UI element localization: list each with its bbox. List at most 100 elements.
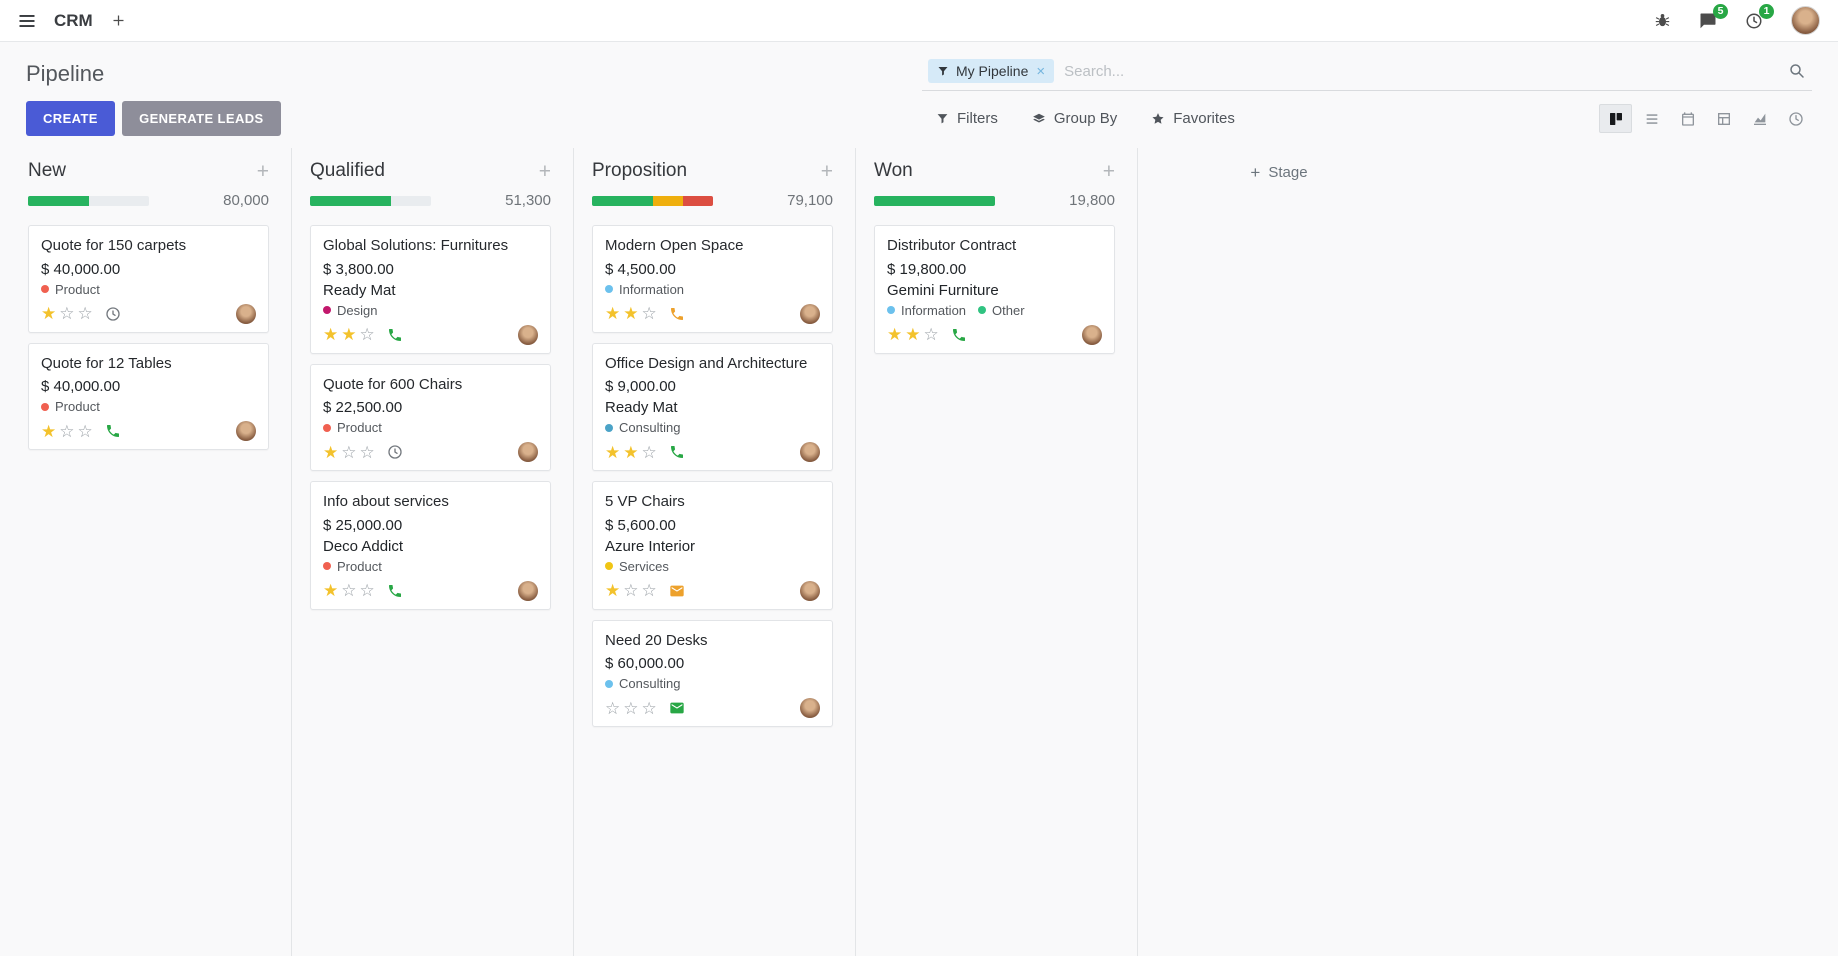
salesperson-avatar[interactable] (800, 303, 820, 324)
list-view-button[interactable] (1635, 104, 1668, 133)
priority-star-icon[interactable]: ☆ (623, 581, 639, 600)
salesperson-avatar[interactable] (518, 580, 538, 601)
priority-star-icon[interactable]: ☆ (341, 581, 357, 600)
priority-star-icon[interactable]: ☆ (641, 581, 657, 600)
priority-star-icon[interactable]: ★ (323, 325, 339, 344)
user-avatar[interactable] (1791, 6, 1820, 35)
priority-star-icon[interactable]: ☆ (623, 698, 639, 718)
priority-star-icon[interactable]: ★ (605, 304, 621, 323)
messages-button[interactable]: 5 (1699, 3, 1728, 30)
priority-star-icon[interactable]: ★ (41, 304, 57, 323)
priority-star-icon[interactable]: ☆ (77, 421, 93, 441)
salesperson-avatar[interactable] (236, 421, 256, 441)
tag-color-dot (605, 423, 613, 432)
activity-view-button[interactable] (1779, 104, 1812, 133)
priority-stars: ★ ★ ☆ (887, 326, 939, 343)
search-facet[interactable]: My Pipeline × (928, 59, 1055, 83)
priority-star-icon[interactable]: ☆ (341, 442, 357, 462)
salesperson-avatar[interactable] (1082, 324, 1102, 345)
favorites-menu-button[interactable]: Favorites (1151, 110, 1235, 127)
salesperson-avatar[interactable] (518, 442, 538, 462)
activity-phone-icon[interactable] (669, 444, 685, 460)
filters-menu-button[interactable]: Filters (936, 110, 998, 127)
stage-progressbar[interactable] (28, 195, 149, 206)
activity-phone-icon[interactable] (387, 327, 403, 343)
priority-star-icon[interactable]: ☆ (641, 442, 657, 462)
opportunity-card[interactable]: Global Solutions: Furnitures $ 3,800.00 Re… (310, 225, 551, 354)
activity-phone-icon[interactable] (387, 583, 403, 599)
activity-envelope-icon[interactable] (669, 583, 685, 599)
priority-star-icon[interactable]: ☆ (641, 304, 657, 323)
opportunity-card[interactable]: Distributor Contract $ 19,800.00 Gemini Fu… (874, 225, 1115, 354)
graph-view-button[interactable] (1743, 104, 1776, 133)
priority-star-icon[interactable]: ★ (605, 442, 621, 462)
salesperson-avatar[interactable] (800, 442, 820, 462)
calendar-view-button[interactable] (1671, 104, 1704, 133)
priority-star-icon[interactable]: ★ (323, 581, 339, 600)
add-stage-button[interactable]: + Stage (1250, 164, 1307, 181)
tag-list: Services (605, 559, 820, 574)
priority-star-icon[interactable]: ★ (623, 442, 639, 462)
salesperson-avatar[interactable] (518, 324, 538, 345)
opportunity-card[interactable]: Office Design and Architecture $ 9,000.00… (592, 342, 833, 471)
priority-star-icon[interactable]: ☆ (605, 698, 621, 718)
opportunity-card[interactable]: Info about services $ 25,000.00 Deco Addic… (310, 481, 551, 610)
priority-star-icon[interactable]: ★ (605, 581, 621, 600)
add-menu-button[interactable] (111, 13, 126, 28)
priority-star-icon[interactable]: ★ (323, 442, 339, 462)
pivot-view-button[interactable] (1707, 104, 1740, 133)
opportunity-card[interactable]: Quote for 150 carpets $ 40,000.00 Product ★… (28, 225, 269, 333)
activities-button[interactable]: 1 (1745, 3, 1774, 30)
priority-star-icon[interactable]: ★ (41, 421, 57, 441)
priority-star-icon[interactable]: ☆ (359, 325, 375, 344)
search-submit-button[interactable] (1788, 62, 1806, 80)
tag-list: Product (41, 282, 256, 297)
generate-leads-button[interactable]: GENERATE LEADS (122, 101, 281, 136)
kanban-view-button[interactable] (1599, 104, 1632, 133)
search-input[interactable] (1064, 62, 1778, 80)
debug-bug-button[interactable] (1654, 12, 1671, 29)
stage-progressbar[interactable] (310, 195, 431, 206)
priority-star-icon[interactable]: ☆ (641, 698, 657, 718)
activity-clock-icon[interactable] (387, 444, 403, 460)
activity-phone-icon[interactable] (951, 327, 967, 343)
priority-star-icon[interactable]: ☆ (59, 421, 75, 441)
salesperson-avatar[interactable] (236, 303, 256, 324)
priority-star-icon[interactable]: ☆ (359, 442, 375, 462)
priority-star-icon[interactable]: ★ (623, 304, 639, 323)
priority-star-icon[interactable]: ★ (887, 325, 903, 344)
filters-label: Filters (957, 110, 998, 127)
apps-menu-button[interactable] (18, 12, 36, 30)
add-record-button[interactable]: + (1102, 159, 1115, 183)
pivot-view-icon (1717, 112, 1730, 125)
priority-star-icon[interactable]: ☆ (359, 581, 375, 600)
add-record-button[interactable]: + (256, 159, 269, 183)
opportunity-card[interactable]: 5 VP Chairs $ 5,600.00 Azure Interior Servi… (592, 481, 833, 610)
add-record-button[interactable]: + (538, 159, 551, 183)
opportunity-card[interactable]: Quote for 12 Tables $ 40,000.00 Product ★ ☆ ☆ (28, 342, 269, 450)
opportunity-card[interactable]: Modern Open Space $ 4,500.00 Information ★ ★… (592, 225, 833, 333)
app-name[interactable]: CRM (54, 10, 93, 30)
opportunity-card[interactable]: Need 20 Desks $ 60,000.00 Consulting ☆ ☆ ☆ (592, 619, 833, 727)
opportunity-card[interactable]: Quote for 600 Chairs $ 22,500.00 Product ★ ☆… (310, 363, 551, 471)
group-by-menu-button[interactable]: Group By (1032, 110, 1117, 127)
stage-progressbar[interactable] (592, 195, 713, 206)
salesperson-avatar[interactable] (800, 580, 820, 601)
expected-revenue: $ 25,000.00 (323, 516, 403, 534)
priority-star-icon[interactable]: ☆ (923, 325, 939, 344)
priority-star-icon[interactable]: ☆ (77, 304, 93, 323)
activity-phone-icon[interactable] (105, 423, 121, 439)
activity-phone-icon[interactable] (669, 306, 685, 322)
salesperson-avatar[interactable] (800, 698, 820, 718)
add-record-button[interactable]: + (820, 159, 833, 183)
kanban-column-won: Won +19,800 Distributor Contract $ 19,800.0… (856, 148, 1138, 956)
priority-star-icon[interactable]: ☆ (59, 304, 75, 323)
facet-remove-icon[interactable]: × (1036, 62, 1046, 80)
priority-star-icon[interactable]: ★ (905, 325, 921, 344)
create-button[interactable]: CREATE (26, 101, 115, 136)
activity-clock-icon[interactable] (105, 306, 121, 322)
stage-progressbar[interactable] (874, 195, 995, 206)
messages-badge: 5 (1713, 3, 1728, 19)
priority-star-icon[interactable]: ★ (341, 325, 357, 344)
activity-envelope-icon[interactable] (669, 700, 685, 716)
